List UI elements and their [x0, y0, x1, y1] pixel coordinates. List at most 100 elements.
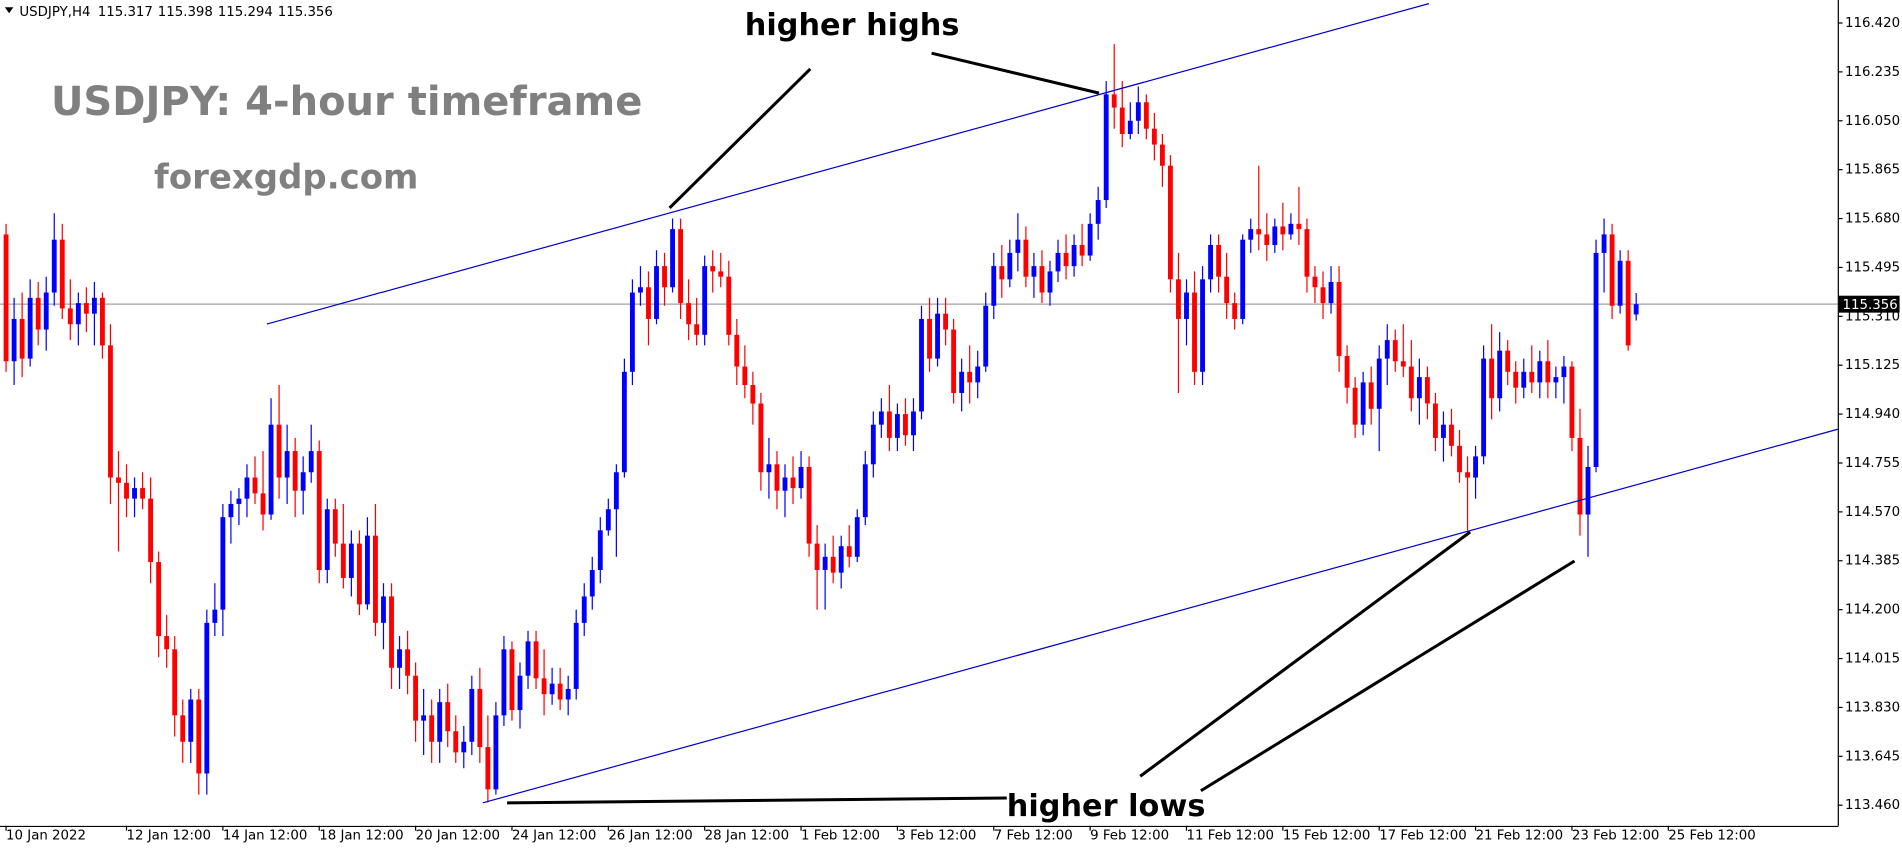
y-tick-label: 113.645: [1845, 749, 1900, 764]
candle-body: [1465, 472, 1470, 478]
candle-body: [132, 488, 137, 499]
candle-body: [734, 334, 740, 367]
candle-body: [1304, 229, 1310, 277]
candle-body: [1545, 361, 1551, 383]
candle-body: [549, 683, 555, 695]
candle-body: [108, 345, 113, 478]
candle-body: [806, 466, 812, 544]
candle-body: [268, 424, 274, 515]
candle-body: [59, 239, 65, 309]
candle-body: [1111, 94, 1117, 108]
candle-body: [1176, 279, 1181, 319]
candle-body: [991, 266, 997, 306]
candle-body: [196, 699, 202, 774]
candle-body: [1031, 266, 1037, 277]
candle-body: [1585, 466, 1591, 515]
x-tick-label: 12 Jan 12:00: [127, 829, 211, 844]
y-tick-label: 115.125: [1845, 358, 1900, 373]
y-tick-label: 114.385: [1845, 554, 1900, 569]
y-tick-label: 114.015: [1845, 652, 1900, 667]
candle-body: [51, 239, 57, 293]
candle-body: [397, 649, 402, 668]
candle-body: [3, 234, 9, 362]
y-tick-label: 115.680: [1845, 212, 1900, 227]
candle-body: [1007, 252, 1013, 280]
candle-body: [1200, 279, 1205, 372]
x-tick-label: 24 Jan 12:00: [512, 829, 596, 844]
candle-body: [1063, 252, 1069, 267]
candle-body: [894, 414, 900, 438]
y-tick-label: 115.495: [1845, 260, 1900, 275]
candle-body: [927, 318, 932, 359]
candle-body: [870, 424, 876, 465]
candle-body: [774, 464, 780, 491]
chart-title: USDJPY: 4-hour timeframe: [51, 79, 642, 125]
candle-body: [822, 556, 828, 571]
x-tick-label: 7 Feb 12:00: [994, 829, 1073, 844]
candle-body: [1473, 456, 1479, 478]
chart-subtitle: forexgdp.com: [154, 157, 418, 196]
candle-body: [1553, 377, 1559, 383]
annotation: higher highs: [745, 8, 960, 43]
arrow-line: [1200, 559, 1576, 793]
candle-body: [854, 517, 860, 557]
candle-body: [1505, 350, 1511, 372]
candle-body: [413, 675, 419, 721]
y-tick-label: 113.830: [1845, 700, 1900, 715]
candle-body: [959, 371, 965, 393]
candle-body: [252, 477, 258, 494]
candle-body: [1055, 252, 1061, 272]
candle-body: [1071, 244, 1077, 267]
x-tick-label: 26 Jan 12:00: [608, 829, 692, 844]
candle-body: [1625, 260, 1631, 346]
candle-body: [975, 366, 981, 383]
candle-body: [662, 266, 667, 288]
candle-body: [999, 266, 1005, 280]
candle-body: [1376, 358, 1382, 409]
candle-body: [1280, 226, 1286, 235]
candle-body: [1151, 128, 1157, 145]
candle-body: [1633, 304, 1639, 315]
x-tick-label: 11 Feb 12:00: [1186, 829, 1273, 844]
candle-body: [373, 535, 378, 623]
candle-body: [1529, 371, 1535, 383]
candle-body: [541, 678, 547, 695]
candle-body: [75, 303, 81, 325]
x-tick-label: 28 Jan 12:00: [705, 829, 789, 844]
candle-body: [1336, 281, 1342, 356]
candle-body: [838, 546, 844, 573]
candle-body: [886, 411, 892, 438]
x-tick-label: 25 Feb 12:00: [1668, 829, 1755, 844]
candle-body: [1400, 361, 1406, 367]
candle-body: [1135, 102, 1141, 121]
candle-body: [589, 570, 595, 597]
low: 115.294: [218, 5, 273, 20]
x-tick-label: 15 Feb 12:00: [1283, 829, 1370, 844]
candle-body: [1015, 239, 1021, 253]
candle-body: [638, 287, 643, 293]
candle-body: [830, 556, 836, 573]
arrow-line: [507, 796, 1007, 805]
candle-body: [533, 641, 539, 679]
candle-body: [1256, 229, 1262, 235]
candle-body: [477, 688, 483, 748]
y-tick-label: 114.200: [1845, 603, 1900, 618]
candle-body: [220, 517, 226, 610]
candle-body: [469, 688, 475, 742]
candle-body: [1344, 355, 1350, 388]
candle-body: [597, 530, 603, 571]
candle-body: [935, 313, 940, 359]
candle-body: [445, 702, 451, 732]
candle-body: [678, 229, 684, 304]
candle-body: [903, 414, 908, 436]
x-tick-label: 9 Feb 12:00: [1090, 829, 1169, 844]
candle-body: [983, 305, 989, 367]
candle-body: [316, 451, 322, 571]
current-price-label: 115.356: [1843, 298, 1898, 313]
x-tick-label: 1 Feb 12:00: [801, 829, 880, 844]
candle-body: [646, 287, 651, 319]
open: 115.317: [98, 5, 153, 20]
candle-body: [1441, 424, 1446, 438]
current-price-box: [1838, 295, 1900, 313]
